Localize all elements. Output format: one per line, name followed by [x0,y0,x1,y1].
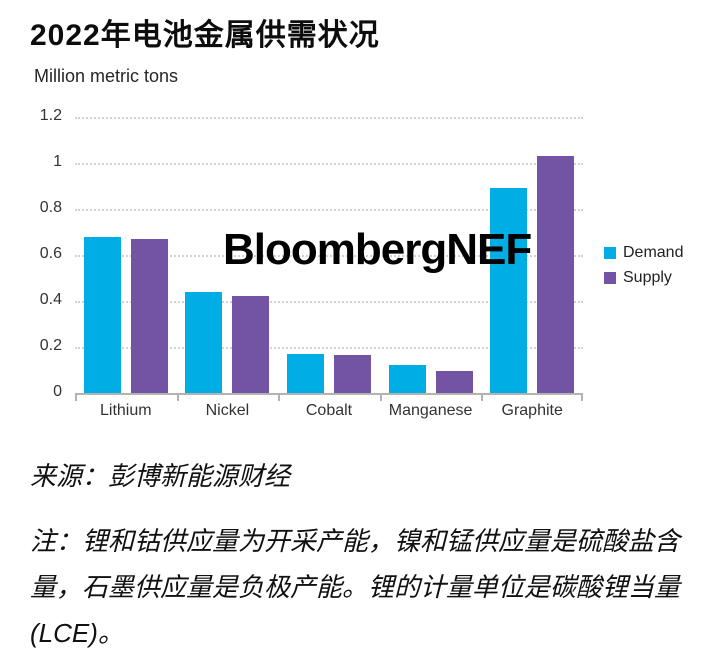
y-tick-label-0.4: 0.4 [39,291,62,308]
page-title: 2022年电池金属供需状况 [30,19,380,52]
gridline-0.4 [75,301,583,303]
bar-lithium-supply [130,238,168,393]
source-line: 来源：彭博新能源财经 [30,461,291,491]
legend-item-supply: Supply [604,269,683,287]
x-category-label-graphite: Graphite [501,402,563,419]
legend-swatch-demand [604,247,616,259]
x-category-label-lithium: Lithium [100,402,152,419]
bar-cobalt-demand [286,353,324,393]
bar-nickel-demand [185,291,223,393]
x-axis-tick [581,395,583,401]
note-text: 注：锂和钴供应量为开采产能，镍和锰供应量是硫酸盐含量，石墨供应量是负极产能。锂的… [30,526,681,648]
bloombergnef-watermark: BloombergNEF [223,225,532,274]
bar-group-lithium [75,117,177,393]
y-tick-label-1: 1 [53,153,62,170]
gridline-0.8 [75,209,583,211]
x-axis-tick [176,395,179,401]
gridline-1 [75,163,583,165]
bar-nickel-supply [232,296,270,393]
bar-group-nickel [177,117,279,393]
x-axis-tick [379,395,382,401]
x-category-label-manganese: Manganese [388,402,473,419]
legend-item-demand: Demand [604,244,683,262]
x-axis-line [75,393,583,395]
y-tick-label-0.2: 0.2 [39,337,62,354]
bar-manganese-supply [435,371,473,393]
bar-graphite-supply [537,156,575,393]
legend-label-demand: Demand [623,244,684,261]
x-category-label-cobalt: Cobalt [305,402,353,419]
x-axis-tick [278,395,281,401]
bar-lithium-demand [83,236,121,393]
bar-graphite-demand [490,188,528,393]
y-tick-label-0.8: 0.8 [39,199,62,216]
bar-group-cobalt [278,117,380,393]
bar-group-graphite [481,117,583,393]
y-tick-label-0.6: 0.6 [39,245,62,262]
y-tick-label-1.2: 1.2 [39,107,62,124]
gridline-0.6 [75,255,583,257]
gridline-1.2 [75,117,583,119]
legend-label-supply: Supply [623,269,672,286]
bar-group-manganese [380,117,482,393]
y-tick-label-0: 0 [53,383,62,400]
x-axis-tick [75,395,77,401]
legend-swatch-supply [604,272,616,284]
bar-cobalt-supply [333,355,371,393]
x-category-label-nickel: Nickel [205,402,250,419]
plot-area: BloombergNEF [75,117,583,401]
x-axis-tick [481,395,484,401]
legend: Demand Supply [604,244,683,294]
gridline-0.2 [75,347,583,349]
bar-manganese-demand [388,365,426,393]
y-axis-title: Million metric tons [34,66,179,86]
